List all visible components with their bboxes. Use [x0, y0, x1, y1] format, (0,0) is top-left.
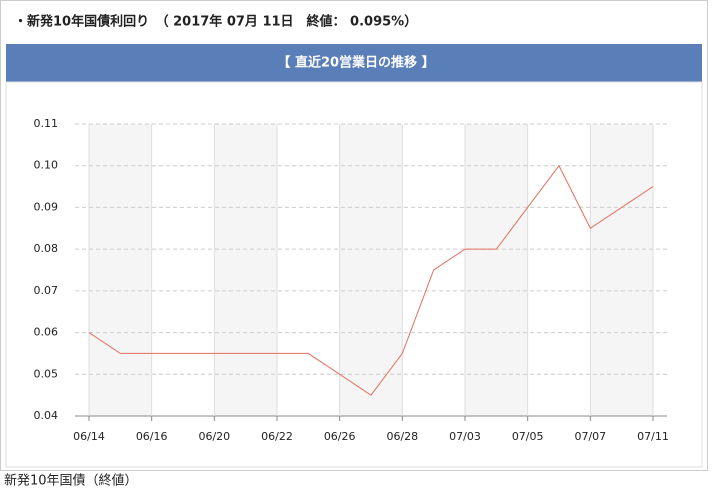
- y-tick-label: 0.09: [34, 200, 59, 213]
- x-tick-label: 07/11: [637, 430, 669, 443]
- x-tick-label: 06/22: [261, 430, 293, 443]
- x-tick-label: 06/14: [73, 430, 105, 443]
- y-tick-label: 0.11: [34, 117, 59, 130]
- y-tick-label: 0.07: [34, 284, 59, 297]
- header-title: ・新発10年国債利回り （ 2017年 07月 11日 終値： 0.095%）: [14, 14, 417, 30]
- band: [89, 124, 152, 416]
- band: [214, 124, 277, 416]
- y-tick-label: 0.05: [34, 367, 59, 380]
- x-tick-label: 06/26: [324, 430, 356, 443]
- x-tick-label: 06/20: [198, 430, 230, 443]
- band: [590, 124, 653, 416]
- line-series: [88, 164, 654, 396]
- x-tick-label: 07/03: [449, 430, 481, 443]
- y-tick-label: 0.04: [34, 409, 59, 422]
- x-tick-label: 07/05: [512, 430, 544, 443]
- x-tick-label: 07/07: [574, 430, 606, 443]
- y-tick-label: 0.10: [34, 159, 59, 172]
- band: [339, 124, 403, 416]
- band: [465, 124, 528, 416]
- plot: 0.04 0.05 0.06 0.07 0.08 0.09 0.10 0.11 06/14 06/…: [34, 117, 669, 443]
- y-tick-label: 0.06: [34, 326, 59, 339]
- title-bar: [6, 44, 702, 82]
- chart-title: 【 直近20営業日の推移 】: [277, 55, 434, 71]
- y-tick-label: 0.08: [34, 242, 59, 255]
- x-tick-label: 06/28: [386, 430, 418, 443]
- legend-label: 新発10年国債（終値）: [4, 473, 138, 489]
- x-tick-label: 06/16: [136, 430, 168, 443]
